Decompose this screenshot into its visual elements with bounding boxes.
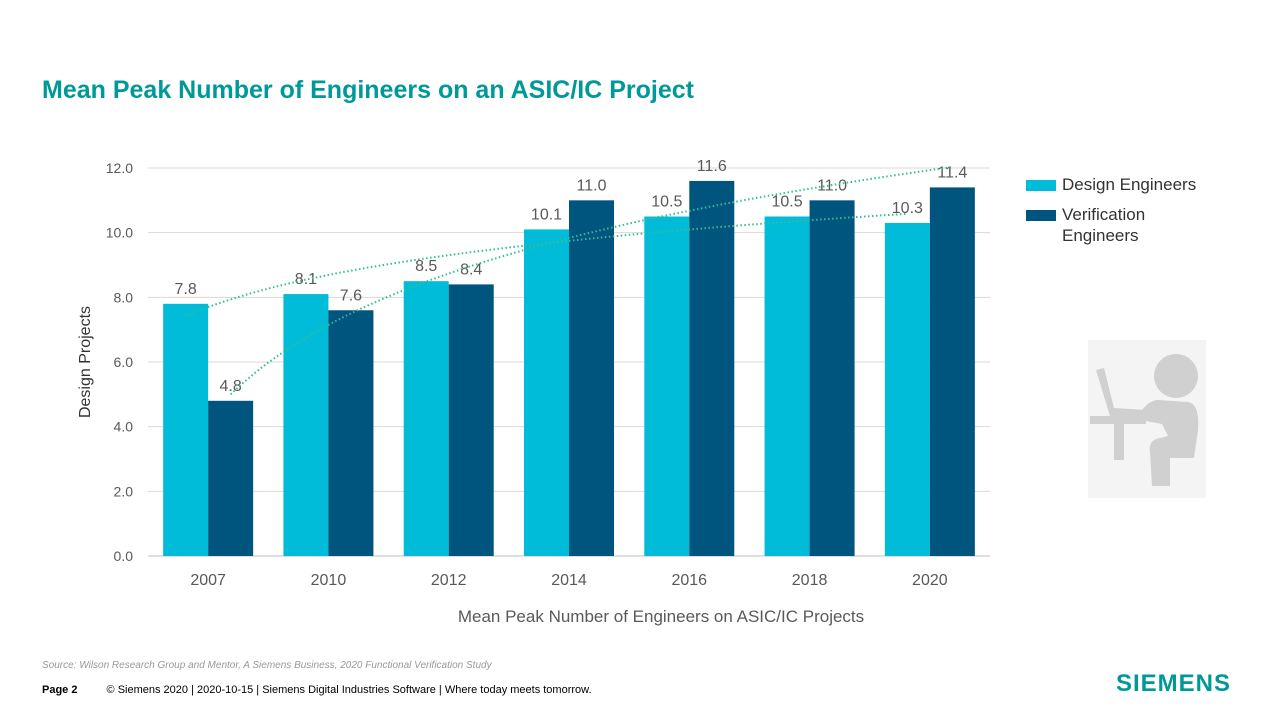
legend-label-verification: Verification Engineers [1062,205,1146,245]
bar [208,400,254,556]
data-label: 8.5 [415,258,437,275]
page-number: Page 2 [42,684,78,696]
y-tick-label: 4.0 [114,419,134,435]
y-tick-label: 8.0 [114,289,134,305]
trendline [185,212,908,318]
footer-text: © Siemens 2020 | 2020-10-15 | Siemens Di… [106,684,592,696]
y-tick-label: 6.0 [114,354,134,370]
bar [884,222,930,556]
trendline [229,166,953,396]
bar [644,216,690,556]
data-label: 10.5 [772,194,803,211]
slide-title: Mean Peak Number of Engineers on an ASIC… [42,76,695,104]
y-axis-title: Design Projects [77,306,94,418]
data-label: 7.6 [340,287,362,304]
y-tick-label: 0.0 [114,548,134,564]
source-note: Source: Wilson Research Group and Mentor… [42,660,492,671]
data-label: 11.6 [697,158,727,175]
legend-item-verification: Verification Engineers [1026,204,1202,246]
x-tick-label: 2018 [792,572,828,589]
y-tick-label: 2.0 [114,483,134,499]
x-axis-title: Mean Peak Number of Engineers on ASIC/IC… [458,607,864,626]
x-tick-label: 2007 [190,572,226,589]
legend-swatch-design [1026,180,1056,191]
footer: Page 2 © Siemens 2020 | 2020-10-15 | Sie… [42,684,592,696]
data-label: 8.1 [295,271,317,288]
data-label: 10.3 [892,200,923,217]
y-tick-label: 10.0 [106,225,133,241]
data-label: 4.8 [220,378,242,395]
x-tick-label: 2014 [551,572,587,589]
y-tick-label: 12.0 [106,160,133,176]
person-at-computer-icon [1088,340,1206,498]
x-tick-label: 2016 [671,572,707,589]
bar [283,294,329,556]
legend-label-design: Design Engineers [1062,175,1197,194]
data-label: 11.4 [937,164,967,181]
bar [689,180,735,556]
bar [448,284,494,556]
chart-legend: Design Engineers Verification Engineers [1026,174,1202,255]
data-label: 11.0 [577,177,607,194]
x-tick-label: 2010 [311,572,347,589]
siemens-logo: SIEMENS [1116,670,1232,697]
data-label: 7.8 [175,281,197,298]
bar [524,229,569,556]
bar [764,216,810,556]
bar [163,303,209,556]
bar [328,310,374,556]
data-label: 8.4 [460,261,482,278]
bar [809,200,855,557]
x-tick-label: 2020 [912,572,948,589]
bar [929,187,975,556]
x-tick-label: 2012 [431,572,467,589]
data-label: 10.1 [531,206,562,223]
legend-item-design: Design Engineers [1026,174,1202,195]
data-label: 10.5 [651,194,682,211]
bar [569,200,614,557]
bar [403,281,449,556]
legend-swatch-verification [1026,210,1056,221]
